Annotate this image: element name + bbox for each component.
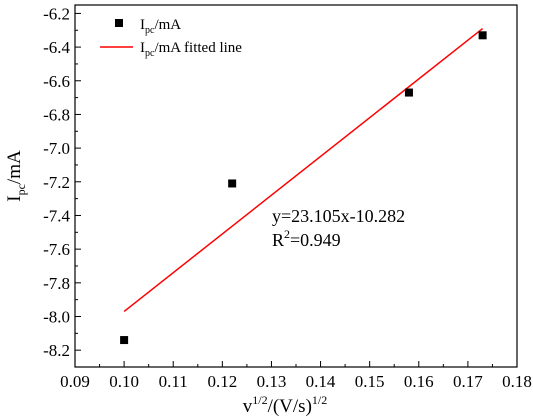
y-tick-label: -6.8 — [43, 105, 70, 124]
series-layer — [120, 27, 487, 345]
x-axis-title-sup2: 1/2 — [312, 393, 327, 407]
data-point — [478, 31, 487, 40]
x-axis-title-sup1: 1/2 — [252, 393, 267, 407]
legend-label-line-base: I — [140, 40, 145, 56]
x-axis-title-mid: /(V/s) — [268, 396, 312, 417]
r-squared-rest: =0.949 — [290, 230, 341, 250]
legend-label-scatter-sub: pc — [145, 25, 155, 36]
y-axis-title-base: I — [4, 195, 25, 201]
legend-label-scatter-base: I — [140, 17, 145, 33]
y-tick-label: -7.6 — [43, 240, 70, 259]
y-tick-label: -7.4 — [43, 206, 70, 225]
legend-marker-scatter — [115, 19, 123, 27]
y-tick-label: -8.0 — [43, 307, 70, 326]
y-axis-title-sub: pc — [14, 184, 28, 195]
y-tick-label: -6.6 — [43, 72, 70, 91]
y-axis-ticks: -8.2 -8.0 -7.8 -7.6 -7.4 -7.2 -7.0 -6.8 -6.6 -6.4… — [43, 4, 81, 360]
y-axis-title-rest: /mA — [4, 150, 25, 184]
fitted-line — [123, 27, 484, 313]
fit-equation: y=23.105x-10.282 — [272, 206, 405, 226]
y-axis-title: Ipc/mA — [4, 150, 28, 202]
legend-label-scatter: Ipc/mA — [140, 17, 181, 36]
x-tick-label: 0.18 — [502, 372, 532, 391]
data-point — [228, 179, 237, 188]
x-tick-label: 0.10 — [109, 372, 139, 391]
y-tick-label: -6.2 — [43, 4, 70, 23]
y-tick-label: -7.0 — [43, 139, 70, 158]
x-axis-ticks: 0.09 0.10 0.11 0.12 0.13 0.14 0.15 0.16 0.17 0.18 — [60, 361, 532, 391]
r-squared-base: R — [272, 230, 284, 250]
r-squared: R2=0.949 — [272, 227, 341, 250]
legend-label-line-rest: /mA fitted line — [154, 40, 242, 56]
x-tick-label: 0.16 — [404, 372, 434, 391]
y-tick-label: -6.4 — [43, 38, 70, 57]
legend: Ipc/mA Ipc/mA fitted line — [100, 17, 242, 59]
data-point — [404, 88, 413, 97]
plot-area — [74, 4, 518, 368]
x-tick-label: 0.17 — [453, 372, 483, 391]
data-point — [120, 336, 129, 345]
r-squared-sup: 2 — [284, 227, 290, 241]
x-tick-label: 0.09 — [60, 372, 90, 391]
x-axis-title: v1/2/(V/s)1/2 — [243, 393, 328, 417]
plot-frame — [74, 4, 518, 368]
y-tick-label: -8.2 — [43, 341, 70, 360]
legend-label-line: Ipc/mA fitted line — [140, 40, 242, 59]
x-tick-label: 0.14 — [306, 372, 336, 391]
legend-label-line-sub: pc — [145, 48, 155, 59]
x-tick-label: 0.11 — [159, 372, 188, 391]
y-tick-label: -7.2 — [43, 173, 70, 192]
x-axis-title-base: v — [243, 396, 253, 417]
x-tick-label: 0.13 — [257, 372, 287, 391]
y-tick-label: -7.8 — [43, 274, 70, 293]
x-tick-label: 0.15 — [355, 372, 385, 391]
legend-label-scatter-rest: /mA — [154, 17, 181, 33]
x-tick-label: 0.12 — [207, 372, 237, 391]
